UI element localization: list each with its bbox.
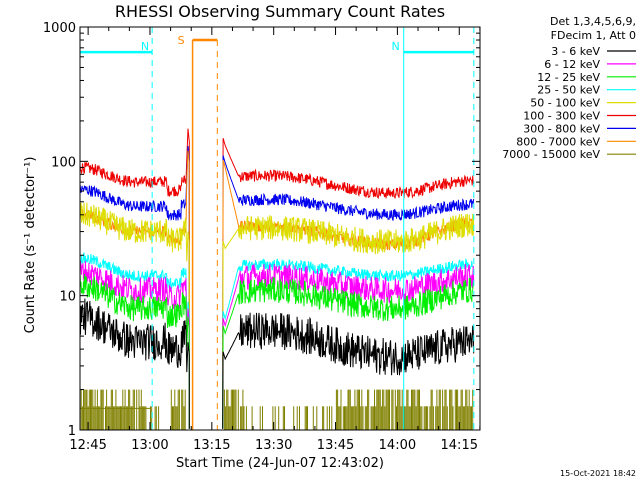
legend-entry-label: 800 - 7000 keV — [516, 135, 600, 148]
annotation-label: S — [178, 34, 185, 47]
legend-entry-label: 7000 - 15000 keV — [502, 148, 600, 161]
footer-timestamp: 15-Oct-2021 18:42 — [560, 469, 636, 478]
y-axis-label: Count Rate (s⁻¹ detector⁻¹) — [23, 157, 38, 334]
x-tick-label: 14:00 — [379, 438, 416, 453]
legend-entry-label: 100 - 300 keV — [523, 110, 600, 123]
legend-entry-label: 50 - 100 keV — [530, 97, 600, 110]
y-tick-label: 100 — [51, 155, 76, 170]
chart-title: RHESSI Observing Summary Count Rates — [115, 2, 445, 21]
series-25-50-kev-line — [79, 252, 475, 429]
legend-entry-label: 3 - 6 keV — [551, 45, 600, 58]
annotation-n-0: N — [80, 27, 153, 430]
legend-entry-label: 300 - 800 keV — [523, 122, 600, 135]
annotation-label: N — [391, 40, 399, 53]
x-tick-label: 13:45 — [317, 438, 354, 453]
series-300-800-kev-line — [79, 145, 475, 429]
x-tick-label: 13:00 — [131, 438, 168, 453]
series-50-100-kev-line — [79, 202, 475, 429]
series-12-25-kev-line — [79, 272, 475, 429]
annotation-n-1: N — [391, 27, 475, 430]
x-tick-label: 13:15 — [193, 438, 230, 453]
y-tick-label: 1 — [68, 424, 76, 439]
series-100-300-kev-line — [79, 128, 475, 429]
series-7000-15000-kev — [80, 389, 474, 430]
y-tick-label: 1000 — [43, 21, 76, 36]
legend-entry-label: 6 - 12 keV — [544, 58, 600, 71]
legend-header-line: FDecim 1, Att 0 — [551, 29, 636, 42]
x-tick-label: 12:45 — [69, 438, 106, 453]
annotation-label: N — [141, 40, 149, 53]
x-tick-label: 14:15 — [441, 438, 478, 453]
x-tick-label: 13:30 — [255, 438, 292, 453]
legend-header-line: Det 1,3,4,5,6,9, — [550, 15, 636, 28]
x-axis-label: Start Time (24-Jun-07 12:43:02) — [176, 456, 384, 471]
annotation-s-2: S — [178, 34, 218, 430]
plot-area: N N S 12:45 13:00 13:15 13:30 13:45 14:00 14:15 1… — [43, 21, 481, 453]
legend-entry-label: 12 - 25 keV — [537, 71, 600, 84]
plot-frame — [79, 26, 481, 431]
series-3-6-kev-line — [79, 298, 475, 429]
legend-entry-label: 25 - 50 keV — [537, 84, 600, 97]
y-tick-label: 10 — [59, 290, 76, 305]
legend-header: Det 1,3,4,5,6,9,FDecim 1, Att 0 — [550, 15, 636, 42]
